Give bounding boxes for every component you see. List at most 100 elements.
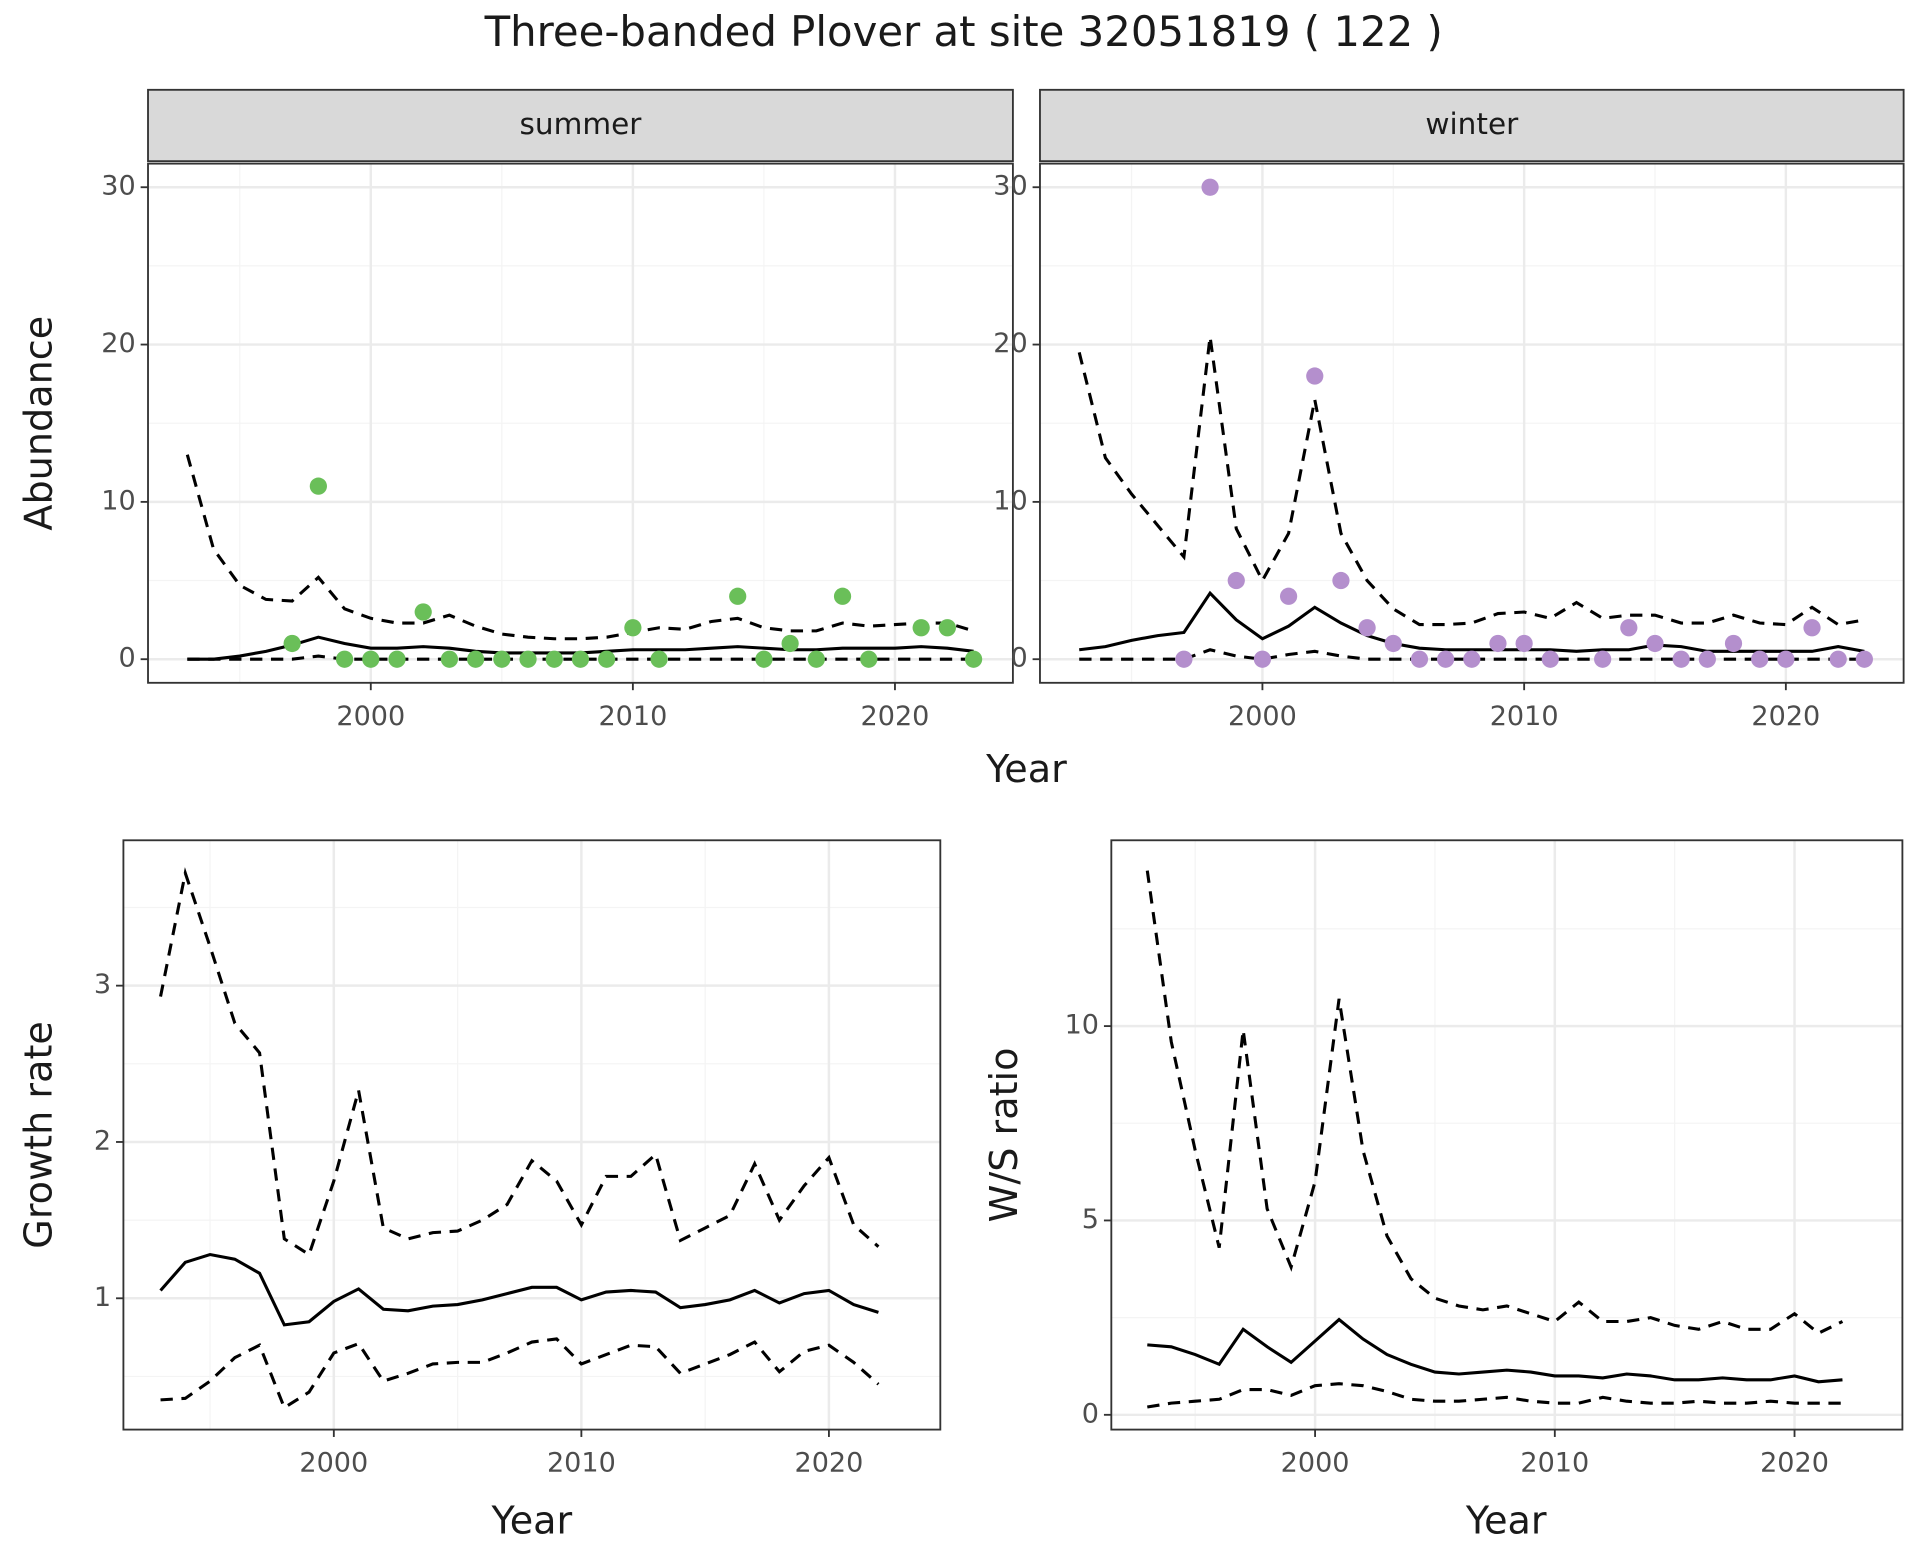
plot-border: [1110, 839, 1904, 1431]
point: [493, 650, 511, 668]
plot-area: [123, 840, 941, 1430]
point: [598, 650, 616, 668]
point: [1489, 634, 1507, 653]
y-tick-label: 1: [94, 1282, 111, 1313]
point: [1358, 619, 1376, 637]
point: [860, 650, 878, 668]
point: [1672, 650, 1690, 668]
point: [1646, 634, 1664, 653]
point: [283, 634, 301, 653]
point: [729, 587, 747, 605]
y-tick-label: 3: [94, 969, 111, 1000]
x-axis-title: Year: [491, 1499, 573, 1543]
trend-line: [1147, 1317, 1843, 1384]
point: [440, 650, 459, 668]
point: [1724, 634, 1743, 653]
y-tick-label: 10: [101, 485, 135, 516]
point: [1384, 634, 1402, 653]
point: [1803, 619, 1821, 637]
strip-label: summer: [520, 107, 643, 141]
x-axis-title: Year: [1465, 1499, 1547, 1543]
point: [362, 650, 380, 668]
y-tick-label: 0: [118, 643, 135, 674]
point: [624, 619, 642, 637]
y-tick-label: 2: [94, 1125, 111, 1156]
y-tick-label: 0: [1010, 643, 1027, 674]
point: [1306, 367, 1324, 385]
plot-border: [147, 162, 1014, 684]
x-axis-title: Year: [985, 747, 1067, 791]
y-tick-label: 20: [993, 328, 1027, 359]
point: [1227, 571, 1245, 590]
interval-line: [185, 454, 975, 641]
y-tick-label: 0: [1082, 1398, 1099, 1429]
y-tick-label: 5: [1082, 1204, 1099, 1235]
x-tick-label: 2010: [1490, 701, 1559, 732]
point: [1855, 650, 1873, 668]
strip: [147, 88, 1014, 163]
point: [1515, 634, 1533, 653]
interval-line: [187, 654, 974, 661]
x-tick-label: 2020: [861, 701, 930, 732]
y-tick-label: 30: [993, 171, 1027, 202]
point: [1620, 619, 1638, 637]
point: [964, 650, 983, 668]
x-tick-label: 2020: [1751, 701, 1820, 732]
y-axis-title: W/S ratio: [982, 1048, 1026, 1223]
point: [781, 634, 799, 653]
point: [545, 650, 563, 668]
point: [938, 619, 956, 637]
point: [807, 650, 825, 668]
point: [1751, 650, 1769, 668]
point: [388, 650, 406, 668]
y-tick-label: 10: [993, 485, 1027, 516]
x-tick-label: 2020: [1760, 1448, 1829, 1479]
point: [1253, 650, 1272, 668]
x-tick-label: 2000: [299, 1448, 368, 1479]
y-axis-title: Growth rate: [16, 1021, 60, 1249]
point: [1201, 178, 1219, 196]
point: [1279, 587, 1298, 605]
point: [1829, 650, 1847, 668]
x-tick-label: 2010: [547, 1448, 616, 1479]
y-tick-label: 20: [101, 328, 135, 359]
point: [467, 650, 485, 668]
point: [1541, 650, 1559, 668]
interval-line: [1077, 336, 1865, 627]
point: [571, 650, 590, 668]
point: [1410, 650, 1429, 668]
point: [833, 587, 852, 605]
point: [414, 603, 432, 621]
x-tick-label: 2020: [794, 1448, 863, 1479]
x-tick-label: 2000: [1228, 701, 1297, 732]
point: [1594, 650, 1612, 668]
point: [1777, 650, 1795, 668]
interval-line: [1147, 1382, 1843, 1409]
point: [519, 650, 537, 668]
point: [1698, 650, 1716, 668]
point: [309, 477, 327, 495]
point: [335, 650, 354, 668]
x-tick-label: 2000: [1281, 1448, 1350, 1479]
strip-label: winter: [1425, 107, 1519, 141]
point: [1437, 650, 1455, 668]
strip: [1039, 88, 1905, 163]
point: [912, 619, 930, 637]
y-axis-title: Abundance: [16, 316, 60, 531]
trend-line: [159, 1252, 879, 1327]
point: [1175, 650, 1193, 668]
interval-line: [160, 1337, 880, 1410]
y-tick-label: 10: [1065, 1010, 1099, 1041]
x-tick-label: 2000: [336, 701, 405, 732]
figure-title: Three-banded Plover at site 32051819 ( 1…: [484, 7, 1443, 56]
point: [755, 650, 773, 668]
interval-line: [1145, 870, 1844, 1335]
point: [650, 650, 668, 668]
plot-border: [1039, 162, 1905, 684]
interval-line: [159, 867, 880, 1257]
plot-border: [122, 839, 942, 1431]
x-tick-label: 2010: [598, 701, 667, 732]
x-tick-label: 2010: [1520, 1448, 1589, 1479]
point: [1463, 650, 1481, 668]
